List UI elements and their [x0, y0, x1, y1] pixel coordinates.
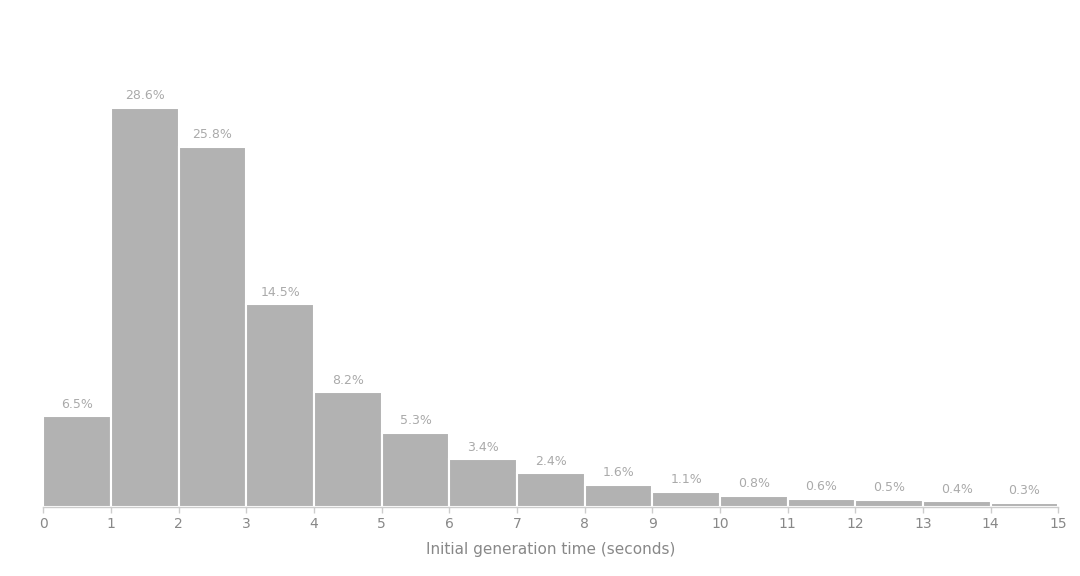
Text: 0.3%: 0.3%: [1009, 484, 1040, 497]
Bar: [43, 416, 111, 507]
Bar: [990, 503, 1058, 507]
Text: 8.2%: 8.2%: [332, 374, 364, 387]
Bar: [178, 147, 246, 507]
Text: 0.4%: 0.4%: [941, 483, 973, 496]
Bar: [584, 484, 652, 507]
Text: 1.6%: 1.6%: [603, 466, 634, 479]
Bar: [246, 304, 314, 507]
Bar: [314, 392, 381, 507]
Text: 28.6%: 28.6%: [125, 89, 164, 102]
Text: 1.1%: 1.1%: [671, 473, 702, 486]
Bar: [652, 491, 720, 507]
Bar: [923, 501, 990, 507]
Bar: [720, 496, 787, 507]
Text: 3.4%: 3.4%: [468, 441, 499, 454]
Text: 14.5%: 14.5%: [260, 286, 300, 299]
Text: 5.3%: 5.3%: [400, 414, 431, 427]
Text: 25.8%: 25.8%: [192, 128, 232, 141]
Text: 0.8%: 0.8%: [738, 477, 770, 490]
X-axis label: Initial generation time (seconds): Initial generation time (seconds): [427, 543, 675, 558]
Bar: [517, 473, 584, 507]
Text: 0.5%: 0.5%: [874, 482, 905, 494]
Text: 6.5%: 6.5%: [62, 397, 93, 411]
Bar: [855, 500, 923, 507]
Text: 2.4%: 2.4%: [535, 455, 567, 468]
Bar: [381, 433, 449, 507]
Bar: [787, 498, 855, 507]
Bar: [111, 108, 178, 507]
Bar: [449, 460, 517, 507]
Text: 0.6%: 0.6%: [806, 480, 837, 493]
